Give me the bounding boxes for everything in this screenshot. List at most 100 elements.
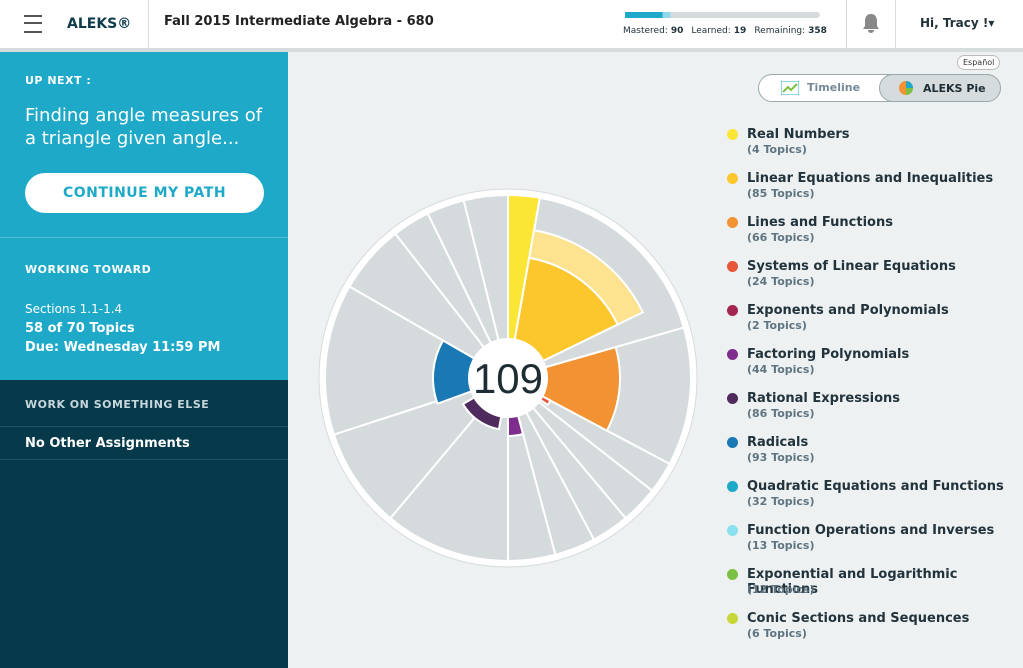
- separator: [895, 0, 896, 48]
- divider: [0, 459, 288, 460]
- course-title[interactable]: Fall 2015 Intermediate Algebra - 680: [164, 14, 434, 29]
- legend-dot: [727, 261, 738, 272]
- legend-name: Systems of Linear Equations: [747, 259, 956, 274]
- legend-item: Radicals (93 Topics): [724, 434, 1014, 474]
- legend-name: Rational Expressions: [747, 391, 901, 406]
- mastered-label: Mastered:: [623, 26, 668, 36]
- legend-dot: [727, 437, 738, 448]
- aleks-pie: 109: [318, 188, 698, 568]
- legend-item: Systems of Linear Equations (24 Topics): [724, 258, 1014, 298]
- due-date: Due: Wednesday 11:59 PM: [25, 340, 221, 355]
- legend-topics: (44 Topics): [747, 363, 815, 376]
- up-next-topic[interactable]: Finding angle measures of a triangle giv…: [25, 105, 263, 149]
- remaining-label: Remaining:: [754, 26, 805, 36]
- legend-dot: [727, 305, 738, 316]
- timeline-icon: [781, 81, 799, 95]
- topics-progress: 58 of 70 Topics: [25, 321, 135, 336]
- legend-topics: (12 Topics): [747, 583, 815, 596]
- sidebar-up-next: UP NEXT : Finding angle measures of a tr…: [0, 52, 288, 380]
- progress-track: [625, 12, 820, 18]
- bell-icon: [863, 14, 879, 33]
- legend-item: Rational Expressions (86 Topics): [724, 390, 1014, 430]
- legend-topics: (93 Topics): [747, 451, 815, 464]
- progress-learned: [662, 12, 671, 18]
- legend-topics: (66 Topics): [747, 231, 815, 244]
- other-assignments: No Other Assignments: [25, 436, 190, 451]
- continue-button[interactable]: CONTINUE MY PATH: [25, 173, 264, 213]
- legend-name: Lines and Functions: [747, 215, 893, 230]
- legend-name: Exponential and Logarithmic Functions: [747, 567, 958, 597]
- legend-item: Exponents and Polynomials (2 Topics): [724, 302, 1014, 342]
- tab-pie-active[interactable]: ALEKS Pie: [879, 74, 1001, 102]
- learned: 19: [734, 26, 747, 36]
- pie-slice: [388, 375, 509, 563]
- legend-item: Function Operations and Inverses (13 Topi…: [724, 522, 1014, 562]
- tab-timeline[interactable]: Timeline: [807, 81, 861, 94]
- legend-name: Radicals: [747, 435, 809, 450]
- pie-mastered: [505, 345, 621, 432]
- progress-mastered: [625, 12, 663, 18]
- divider: [0, 426, 288, 427]
- legend-item: Linear Equations and Inequalities (85 Top…: [724, 170, 1014, 210]
- legend-item: Exponential and Logarithmic Functions (12…: [724, 566, 1014, 606]
- legend-topics: (85 Topics): [747, 187, 815, 200]
- progress: Mastered: 90 Learned: 19 Remaining: 358: [623, 12, 827, 36]
- language-button[interactable]: Español: [957, 55, 1001, 70]
- sidebar-other: WORK ON SOMETHING ELSE No Other Assignme…: [0, 380, 288, 668]
- legend-item: Lines and Functions (66 Topics): [724, 214, 1014, 254]
- user-menu[interactable]: Hi, Tracy !▾: [920, 16, 995, 30]
- pie-icon: [899, 81, 913, 95]
- legend-item: Real Numbers (4 Topics): [724, 126, 1014, 166]
- legend-topics: (86 Topics): [747, 407, 815, 420]
- legend-dot: [727, 217, 738, 228]
- legend-name: Linear Equations and Inequalities: [747, 171, 994, 186]
- legend-item: Quadratic Equations and Functions (32 Top…: [724, 478, 1014, 518]
- legend-dot: [727, 393, 738, 404]
- legend-dot: [727, 525, 738, 536]
- notifications-button[interactable]: [860, 12, 882, 34]
- remaining: 358: [808, 26, 827, 36]
- legend-topics: (13 Topics): [747, 539, 815, 552]
- legend-topics: (4 Topics): [747, 143, 807, 156]
- legend-name: Factoring Polynomials: [747, 347, 910, 362]
- work-else-label: WORK ON SOMETHING ELSE: [25, 398, 210, 411]
- legend-topics: (2 Topics): [747, 319, 807, 332]
- legend-dot: [727, 569, 738, 580]
- legend-dot: [727, 129, 738, 140]
- legend-dot: [727, 613, 738, 624]
- legend-topics: (6 Topics): [747, 627, 807, 640]
- view-toggle: Timeline ALEKS Pie: [758, 74, 1001, 102]
- legend-item: Conic Sections and Sequences (6 Topics): [724, 610, 1014, 650]
- tab-pie-label: ALEKS Pie: [923, 82, 986, 95]
- up-next-label: UP NEXT :: [25, 74, 92, 87]
- legend-topics: (32 Topics): [747, 495, 815, 508]
- separator: [148, 0, 149, 48]
- separator: [846, 0, 847, 48]
- divider: [0, 237, 288, 238]
- legend-name: Conic Sections and Sequences: [747, 611, 970, 626]
- pie-mastered: [506, 256, 619, 380]
- header: ALEKS® Fall 2015 Intermediate Algebra - …: [0, 0, 1023, 52]
- legend-item: Factoring Polynomials (44 Topics): [724, 346, 1014, 386]
- greeting: Hi, Tracy !: [920, 16, 989, 30]
- pie-center-count: 109: [473, 355, 543, 402]
- pie-slice: [324, 285, 511, 436]
- legend-name: Real Numbers: [747, 127, 850, 142]
- legend-dot: [727, 481, 738, 492]
- legend-name: Function Operations and Inverses: [747, 523, 995, 538]
- learned-label: Learned:: [691, 26, 730, 36]
- legend-topics: (24 Topics): [747, 275, 815, 288]
- mastered: 90: [671, 26, 684, 36]
- pie-slice: [332, 375, 512, 520]
- legend-dot: [727, 349, 738, 360]
- legend-name: Quadratic Equations and Functions: [747, 479, 1004, 494]
- menu-button[interactable]: [24, 15, 42, 33]
- legend-name: Exponents and Polynomials: [747, 303, 949, 318]
- sections: Sections 1.1-1.4: [25, 302, 123, 316]
- working-toward-label: WORKING TOWARD: [25, 263, 152, 276]
- legend-dot: [727, 173, 738, 184]
- pie-center: [468, 338, 548, 418]
- brand: ALEKS®: [67, 16, 132, 32]
- progress-text: Mastered: 90 Learned: 19 Remaining: 358: [623, 26, 827, 36]
